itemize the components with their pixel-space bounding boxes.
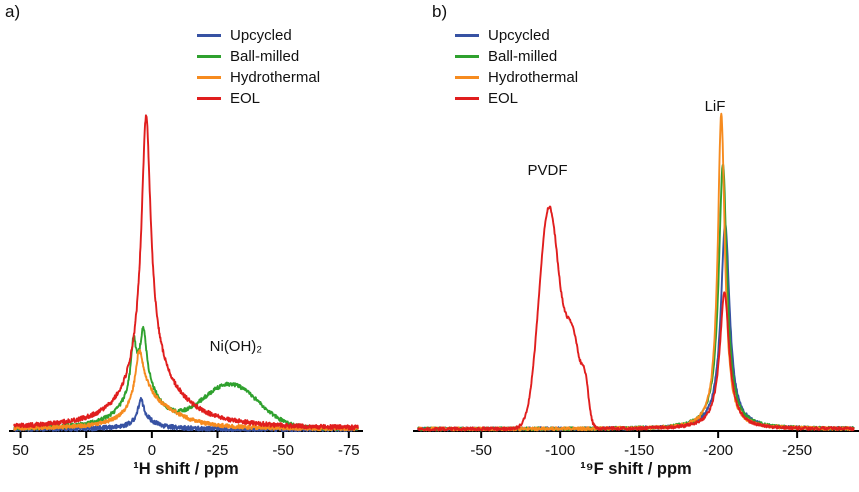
legend-label-ball-milled: Ball-milled	[488, 48, 558, 65]
panel-label-b: b)	[432, 2, 448, 21]
x-tick-label: 50	[12, 442, 29, 459]
legend-swatch-ball-milled	[197, 55, 221, 58]
x-tick-label: -75	[338, 442, 360, 459]
legend-swatch-hydrothermal	[197, 76, 221, 79]
plot-area-a: 50 25 0 -25 -50 -75	[9, 114, 363, 459]
x-tick-label: 0	[148, 442, 156, 459]
legend-swatch-eol	[197, 97, 221, 100]
panel-b: -50 -100 -150 -200 -250 b) Upcycled Ball-mil…	[410, 0, 859, 492]
x-tick-label: -100	[545, 442, 575, 459]
series-curve-hydrothermal	[417, 112, 855, 432]
legend-label-upcycled: Upcycled	[488, 27, 550, 44]
annotation-lif: LiF	[704, 97, 726, 115]
panel-a: 50 25 0 -25 -50 -75 a) Upcycled Ball-milled H…	[0, 0, 410, 492]
annotation-nickel-hydroxide: Ni(OH)₂	[209, 337, 263, 355]
series-curve-ball-milled	[417, 163, 855, 432]
legend-item-eol: EOL	[455, 90, 578, 107]
legend-item-hydrothermal: Hydrothermal	[197, 69, 320, 86]
x-tick-label: 25	[78, 442, 95, 459]
legend-label-ball-milled: Ball-milled	[230, 48, 300, 65]
legend-label-upcycled: Upcycled	[230, 27, 292, 44]
legend-swatch-eol	[455, 97, 479, 100]
x-tick-label: -25	[207, 442, 229, 459]
series-curve-ball-milled	[13, 325, 359, 432]
series-curve-eol	[417, 205, 855, 432]
x-tick-label: -50	[470, 442, 492, 459]
x-tick-label: -50	[272, 442, 294, 459]
annotation-pvdf: PVDF	[527, 162, 568, 180]
x-tick-label: -150	[624, 442, 654, 459]
legend-item-eol: EOL	[197, 90, 320, 107]
legend-label-eol: EOL	[488, 90, 519, 107]
legend-swatch-upcycled	[455, 34, 479, 37]
x-tick-label: -250	[782, 442, 812, 459]
series-curve-upcycled	[417, 223, 855, 432]
legend-item-upcycled: Upcycled	[197, 27, 320, 44]
series-curve-hydrothermal	[13, 349, 359, 432]
legend-b: Upcycled Ball-milled Hydrothermal EOL	[455, 27, 578, 107]
legend-swatch-hydrothermal	[455, 76, 479, 79]
legend-swatch-ball-milled	[455, 55, 479, 58]
legend-a: Upcycled Ball-milled Hydrothermal EOL	[197, 27, 320, 107]
x-tick-label: -200	[703, 442, 733, 459]
legend-label-eol: EOL	[230, 90, 261, 107]
legend-label-hydrothermal: Hydrothermal	[488, 69, 579, 86]
panel-label-a: a)	[5, 2, 21, 21]
legend-item-hydrothermal: Hydrothermal	[455, 69, 578, 86]
plot-area-b: -50 -100 -150 -200 -250	[413, 112, 859, 459]
legend-item-ball-milled: Ball-milled	[455, 48, 578, 65]
x-axis-label-a: ¹H shift / ppm	[133, 460, 239, 478]
legend-item-upcycled: Upcycled	[455, 27, 578, 44]
legend-label-hydrothermal: Hydrothermal	[230, 69, 321, 86]
series-curve-eol	[13, 114, 359, 431]
legend-swatch-upcycled	[197, 34, 221, 37]
x-axis-label-b: ¹⁹F shift / ppm	[580, 460, 692, 478]
legend-item-ball-milled: Ball-milled	[197, 48, 320, 65]
